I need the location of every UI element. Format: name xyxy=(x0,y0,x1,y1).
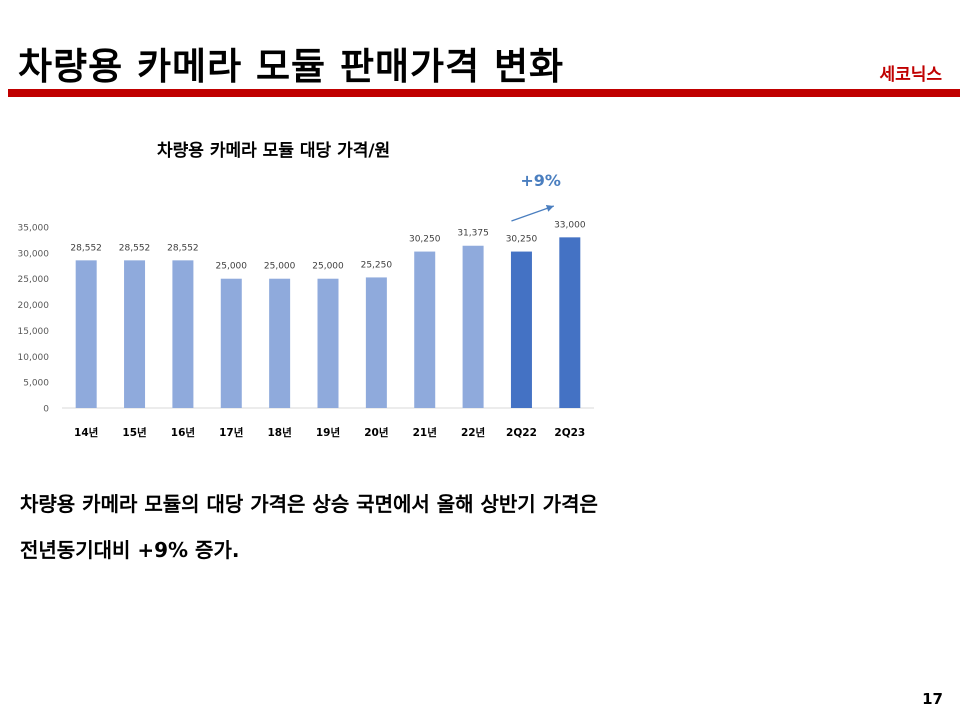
y-tick-label: 25,000 xyxy=(18,275,50,285)
summary-line-2: 전년동기대비 +9% 증가. xyxy=(20,538,240,562)
bar-21년 xyxy=(414,251,436,408)
data-label: 25,250 xyxy=(361,260,393,270)
bar-14년 xyxy=(75,260,97,408)
y-tick-label: 15,000 xyxy=(18,327,50,337)
y-tick-label: 5,000 xyxy=(23,379,49,389)
x-tick-label: 22년 xyxy=(461,426,485,439)
y-tick-label: 35,000 xyxy=(18,224,50,234)
bar-22년 xyxy=(462,245,484,408)
x-tick-label: 19년 xyxy=(316,426,340,439)
y-tick-label: 20,000 xyxy=(18,301,50,311)
x-tick-label: 18년 xyxy=(267,426,291,439)
price-bar-chart: 0 5,000 10,000 15,000 20,000 25,000 30,000 35,0… xyxy=(18,171,594,439)
data-label: 25,000 xyxy=(264,262,296,272)
data-label: 28,552 xyxy=(70,243,102,253)
x-tick-label: 21년 xyxy=(413,426,437,439)
x-tick-label: 2Q23 xyxy=(554,427,585,439)
bar-19년 xyxy=(317,278,339,408)
bar-18년 xyxy=(269,278,291,408)
title-divider xyxy=(8,89,960,97)
data-label: 25,000 xyxy=(216,262,248,272)
annotation-arrow xyxy=(511,205,555,222)
bar-15년 xyxy=(124,260,146,408)
x-tick-label: 17년 xyxy=(219,426,243,439)
summary-line-1: 차량용 카메라 모듈의 대당 가격은 상승 국면에서 올해 상반기 가격은 xyxy=(20,492,598,516)
x-tick-label: 20년 xyxy=(364,426,388,439)
x-tick-label: 15년 xyxy=(122,426,146,439)
bar-16년 xyxy=(172,260,194,408)
data-label: 28,552 xyxy=(119,243,151,253)
x-tick-label: 2Q22 xyxy=(506,427,537,439)
data-label: 28,552 xyxy=(167,243,199,253)
annotation-label: +9% xyxy=(520,171,561,190)
data-label: 25,000 xyxy=(312,262,344,272)
chart-title: 차량용 카메라 모듈 대당 가격/원 xyxy=(157,141,391,161)
data-label: 33,000 xyxy=(554,220,586,230)
company-name: 세코닉스 xyxy=(879,65,942,85)
data-label: 31,375 xyxy=(457,229,489,239)
bar-17년 xyxy=(220,278,242,408)
y-tick-label: 0 xyxy=(43,405,49,415)
x-tick-label: 14년 xyxy=(74,426,98,439)
y-tick-label: 30,000 xyxy=(18,249,50,259)
bar-2Q23 xyxy=(559,237,581,408)
data-label: 30,250 xyxy=(409,235,441,245)
bar-20년 xyxy=(365,277,387,408)
bar-2Q22 xyxy=(510,251,532,408)
data-label: 30,250 xyxy=(506,235,538,245)
y-tick-label: 10,000 xyxy=(18,353,50,363)
x-tick-label: 16년 xyxy=(171,426,195,439)
page-number: 17 xyxy=(922,690,943,708)
slide-title: 차량용 카메라 모듈 판매가격 변화 xyxy=(18,45,565,88)
